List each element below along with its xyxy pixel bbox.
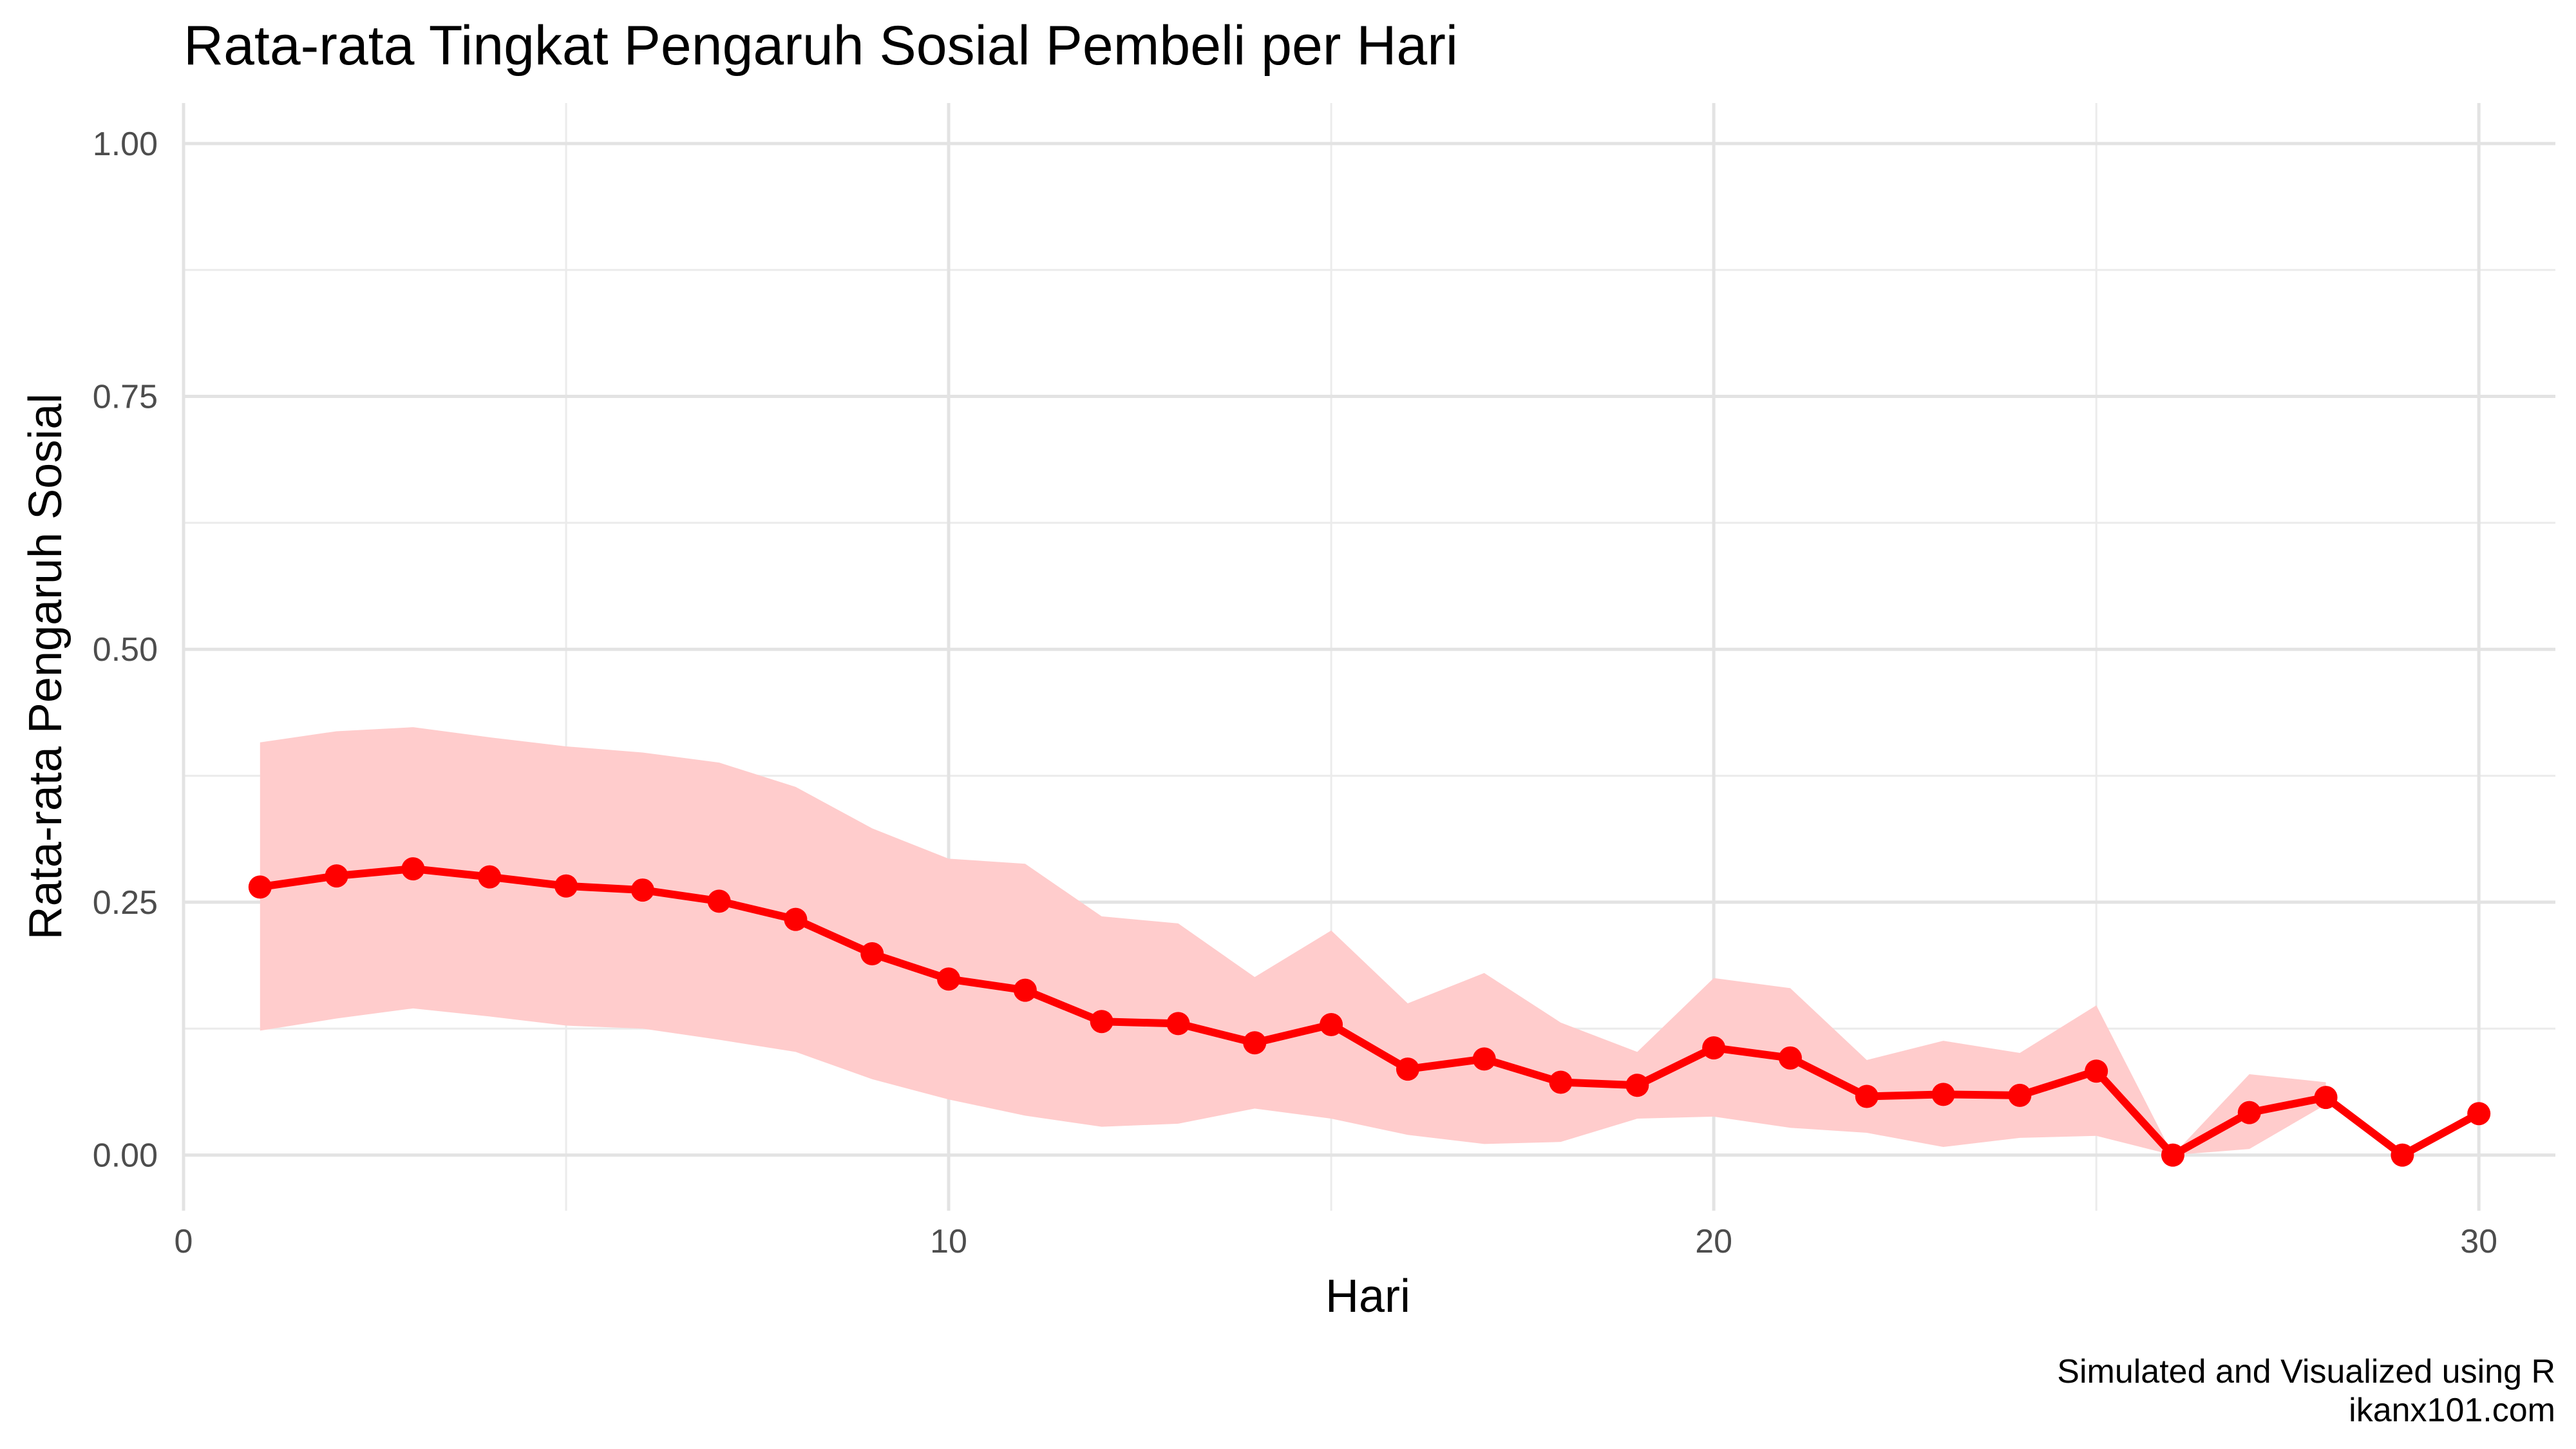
y-tick-label: 0.75 [93,379,158,416]
data-point [1855,1084,1879,1108]
data-point [707,889,731,913]
data-point [2008,1083,2032,1107]
data-point [1013,978,1037,1002]
y-axis-title: Rata-rata Pengaruh Sosial [20,393,71,940]
data-point [1625,1074,1649,1097]
x-tick-label: 20 [1695,1223,1732,1260]
data-point [2314,1086,2338,1110]
point-layer [248,857,2491,1167]
data-point [554,874,578,898]
data-point [1931,1083,1955,1106]
data-point [1166,1012,1190,1036]
data-point [1472,1047,1496,1071]
data-point [2467,1102,2491,1126]
data-point [2085,1059,2108,1083]
data-point [1702,1036,1726,1060]
data-point [1320,1012,1343,1036]
data-point [478,865,502,889]
caption-line-1: Simulated and Visualized using R [2057,1353,2555,1390]
data-point [325,864,348,888]
y-tick-label: 0.25 [93,884,158,922]
data-point [1549,1070,1573,1094]
x-tick-label: 10 [930,1223,967,1260]
data-point [401,857,425,881]
data-point [1090,1010,1113,1034]
y-tick-label: 0.50 [93,631,158,668]
y-tick-labels: 0.00 0.25 0.50 0.75 1.00 [93,126,158,1175]
x-tick-label: 0 [175,1223,193,1260]
data-point [2391,1143,2414,1167]
caption-line-2: ikanx101.com [2349,1392,2555,1429]
data-point [937,967,961,991]
x-tick-label: 30 [2460,1223,2497,1260]
data-point [248,875,272,899]
data-point [2237,1101,2261,1124]
y-tick-label: 1.00 [93,126,158,163]
data-point [1778,1046,1802,1070]
ribbon-layer [260,727,2326,1155]
data-point [1243,1031,1267,1055]
x-axis-title: Hari [1325,1271,1410,1322]
data-point [860,942,884,966]
series-line [256,865,2483,1159]
line-layer [256,865,2483,1159]
grid-major [182,103,2555,1211]
chart-title: Rata-rata Tingkat Pengaruh Sosial Pembel… [184,15,1458,77]
y-tick-label: 0.00 [93,1137,158,1175]
confidence-ribbon [260,727,2326,1155]
x-tick-labels: 0 10 20 30 [175,1223,2498,1260]
data-point [630,878,654,902]
data-point [784,907,808,931]
data-point [2161,1143,2184,1167]
data-point [1396,1057,1419,1081]
